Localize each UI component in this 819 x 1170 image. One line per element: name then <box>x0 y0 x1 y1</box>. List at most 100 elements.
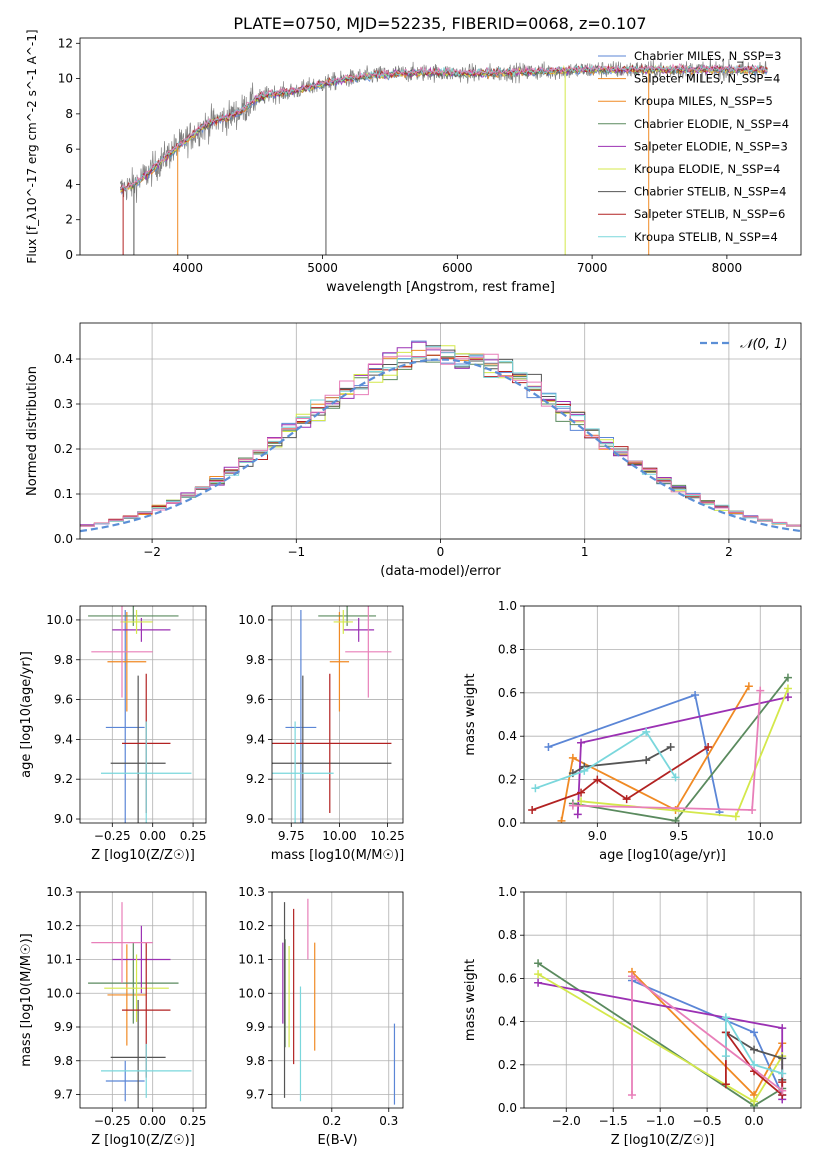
mass-vs-extinction-panel: 0.2 0.3 9.7 9.8 9.9 10.0 10.1 10.2 10.3 E(B-V) <box>238 885 404 1148</box>
y-tick-label: 10.3 <box>238 885 265 899</box>
weight-marker <box>531 784 540 793</box>
errorbar-point-c1 <box>105 1060 145 1102</box>
axes: 0.2 0.3 9.7 9.8 9.9 10.0 10.1 10.2 10.3 E(B-V) <box>238 885 404 1148</box>
errorbar-point-c5 <box>333 609 353 634</box>
x-tick-label: −0.25 <box>94 829 131 843</box>
x-tick-label: 0.25 <box>180 1114 207 1128</box>
errorbar-point-c2 <box>329 611 350 712</box>
legend-label: Chabrier ELODIE, N_SSP=4 <box>634 117 789 131</box>
plot-area <box>534 959 787 1108</box>
y-tick-label: 0.4 <box>498 729 517 743</box>
y-tick-label: 9.8 <box>54 653 73 667</box>
weight-marker <box>544 743 553 752</box>
weight-marker <box>750 1097 759 1106</box>
errorbar-point-c4 <box>343 617 375 642</box>
weight-vs-age-panel: 9.0 9.5 10.0 0.0 0.2 0.4 0.6 0.8 1.0 age [log10(a… <box>463 599 802 863</box>
weight-marker <box>731 812 740 821</box>
y-tick-label: 9.4 <box>54 732 73 746</box>
age-vs-mass-panel: 9.75 10.00 10.25 9.0 9.2 9.4 9.6 9.8 10.0 mass [l… <box>238 605 405 863</box>
x-tick-label: −0.5 <box>693 1114 722 1128</box>
errorbar-point-c5 <box>104 954 169 1022</box>
x-tick-label: 6000 <box>442 261 473 275</box>
axes-frame <box>79 322 802 540</box>
figure-title: PLATE=0750, MJD=52235, FIBERID=0068, z=0… <box>233 14 646 33</box>
axes-frame <box>79 37 802 256</box>
x-tick-label: 0.2 <box>322 1114 341 1128</box>
weight-marker <box>744 682 753 691</box>
weight-marker <box>704 743 713 752</box>
grid <box>272 891 403 1108</box>
errorbar-point-c9 <box>91 606 153 698</box>
weight-marker <box>778 1086 787 1095</box>
y-tick-label: 0.6 <box>498 686 517 700</box>
weight-marker <box>534 970 543 979</box>
x-tick-label: 9.0 <box>588 829 607 843</box>
errorbar-point-c6 <box>110 1000 166 1108</box>
y-axis-label: mass weight <box>463 959 478 1041</box>
weight-marker <box>721 1080 730 1089</box>
x-tick-label: 0.3 <box>379 1114 398 1128</box>
y-tick-label: 0.8 <box>498 642 517 656</box>
errorbar-point-c6 <box>272 675 392 823</box>
x-tick-label: 5000 <box>307 261 338 275</box>
axes: 4000 5000 6000 7000 8000 0 2 4 6 8 10 12 wavelength … <box>25 29 802 295</box>
y-axis-label: Flux [f_λ10^-17 erg cm^-2 s^-1 A^-1] <box>25 29 39 263</box>
errorbar-point-c1 <box>285 609 317 823</box>
y-tick-label: 10.0 <box>238 986 265 1000</box>
y-tick-label: 9.9 <box>54 1020 73 1034</box>
grid <box>80 891 206 1108</box>
errorbar-point-c1 <box>105 609 145 823</box>
weight-marker <box>750 1045 759 1054</box>
y-tick-label: 9.8 <box>246 653 265 667</box>
weight-marker <box>778 1024 787 1033</box>
y-tick-label: 10 <box>58 72 73 86</box>
y-tick-label: 9.7 <box>246 1088 265 1102</box>
weight-series-c8 <box>535 730 677 790</box>
axes-frame <box>523 891 802 1109</box>
errorbar-point-c6 <box>110 675 166 823</box>
x-tick-label: 10.0 <box>747 829 774 843</box>
plot-area <box>80 340 801 533</box>
y-tick-label: 12 <box>58 36 73 50</box>
axes: −2 −1 0 1 2 0.0 0.1 0.2 0.3 0.4 (data-model)/error… <box>25 322 802 579</box>
y-tick-label: 0.2 <box>498 1058 517 1072</box>
y-tick-label: 9.2 <box>246 772 265 786</box>
y-tick-label: 0.2 <box>498 773 517 787</box>
weight-marker <box>534 978 543 987</box>
x-axis-label: mass [log10(M/M☉)] <box>271 848 404 863</box>
errorbar-point-c3 <box>88 606 179 626</box>
y-tick-label: 9.8 <box>54 1054 73 1068</box>
y-tick-label: 9.0 <box>54 812 73 826</box>
weight-marker <box>557 816 566 823</box>
y-tick-label: 0.0 <box>498 816 517 830</box>
axes-frame <box>271 891 404 1109</box>
y-tick-label: 0.0 <box>54 532 73 546</box>
residual-legend: 𝒩(0, 1) <box>700 337 787 352</box>
errorbar-point-c7 <box>272 673 392 814</box>
x-axis-label: age [log10(age/yr)] <box>599 848 726 863</box>
x-tick-label: 0.0 <box>745 1114 764 1128</box>
axes: −2.0 −1.5 −1.0 −0.5 0.0 0.0 0.2 0.4 0.6 0.8 1.0 Z [… <box>463 885 802 1148</box>
y-tick-label: 9.6 <box>246 693 265 707</box>
axes-frame <box>79 605 207 824</box>
y-tick-label: 4 <box>65 177 73 191</box>
y-tick-label: 9.6 <box>54 693 73 707</box>
y-tick-label: 10.0 <box>238 613 265 627</box>
y-tick-label: 0.3 <box>54 397 73 411</box>
plot-area <box>119 56 768 255</box>
weight-marker <box>577 797 586 806</box>
x-tick-label: −0.25 <box>94 1114 131 1128</box>
y-axis-label: mass [log10(M/M☉)] <box>19 933 34 1066</box>
age-vs-metallicity-panel: −0.25 0.00 0.25 9.0 9.2 9.4 9.6 9.8 10.0 Z [log10… <box>19 605 207 863</box>
normal-curve <box>80 358 801 533</box>
errorbar-point-c2 <box>107 611 147 712</box>
legend-label: Kroupa MILES, N_SSP=5 <box>634 94 773 108</box>
errorbar-point-c9 <box>91 902 153 984</box>
y-tick-label: 10.3 <box>46 885 73 899</box>
y-axis-label: Normed distribution <box>25 366 40 496</box>
weight-marker <box>642 756 651 765</box>
y-tick-label: 10.2 <box>46 919 73 933</box>
y-tick-label: 0.6 <box>498 971 517 985</box>
y-tick-label: 6 <box>65 142 73 156</box>
errorbar-point-c3 <box>318 606 377 626</box>
